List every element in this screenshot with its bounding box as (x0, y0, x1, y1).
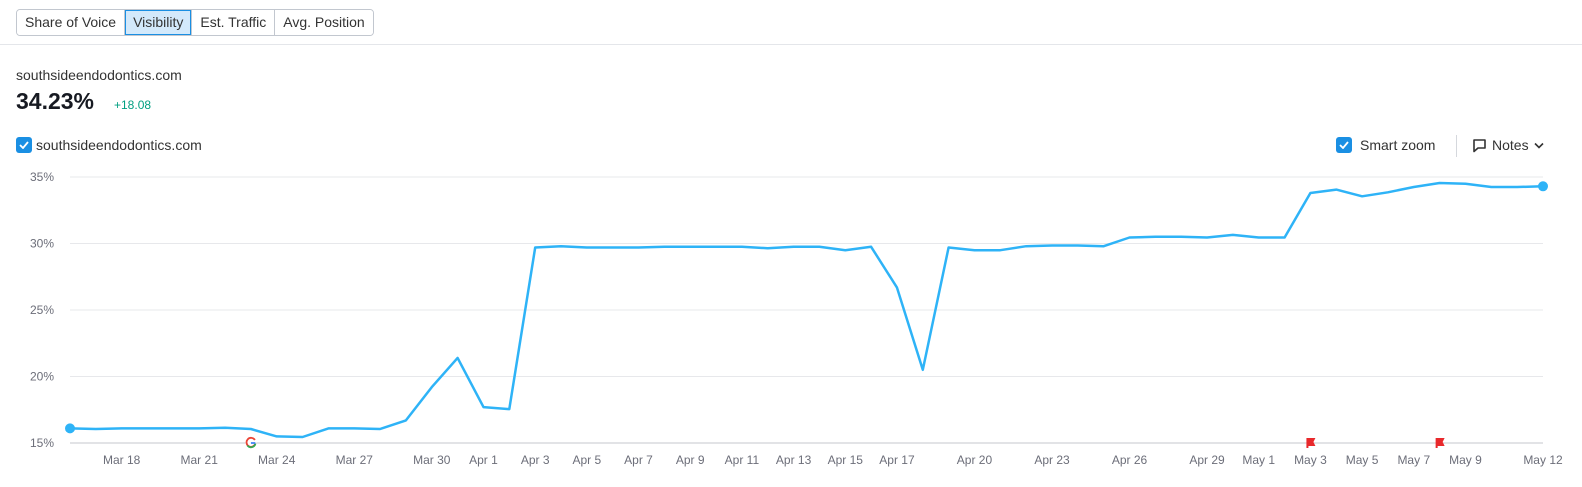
smart-zoom-label: Smart zoom (1360, 137, 1435, 153)
smart-zoom-checkbox[interactable] (1336, 137, 1352, 153)
legend-label: southsideendodontics.com (36, 137, 202, 153)
check-icon (1339, 141, 1349, 149)
x-tick-label: Apr 13 (776, 453, 812, 467)
chevron-down-icon (1534, 142, 1544, 149)
y-tick-label: 30% (30, 237, 54, 251)
series-end-dot (1538, 181, 1548, 191)
controls-separator (1456, 135, 1457, 157)
x-tick-label: Apr 11 (725, 453, 760, 467)
x-tick-label: Apr 26 (1112, 453, 1148, 467)
google-update-icon[interactable] (245, 438, 256, 449)
x-tick-label: Apr 5 (572, 453, 601, 467)
x-tick-label: Mar 21 (181, 453, 219, 467)
x-tick-label: Mar 18 (103, 453, 141, 467)
x-tick-label: Mar 30 (413, 453, 451, 467)
metric-tabs: Share of Voice Visibility Est. Traffic Avg.… (16, 9, 374, 36)
series-start-dot (65, 423, 75, 433)
x-tick-label: Apr 1 (469, 453, 498, 467)
x-tick-label: Apr 7 (624, 453, 653, 467)
x-tick-label: May 3 (1294, 453, 1327, 467)
x-tick-label: Apr 17 (879, 453, 915, 467)
tab-avg-position[interactable]: Avg. Position (275, 10, 372, 35)
y-tick-label: 25% (30, 303, 54, 317)
x-tick-label: May 9 (1449, 453, 1482, 467)
domain-name: southsideendodontics.com (16, 67, 182, 83)
x-tick-label: Apr 3 (521, 453, 550, 467)
check-icon (19, 141, 29, 149)
notes-dropdown[interactable]: Notes (1472, 137, 1544, 153)
x-tick-label: May 5 (1346, 453, 1379, 467)
tab-visibility[interactable]: Visibility (125, 10, 192, 35)
visibility-chart[interactable]: 15% 20% 25% 30% 35% Mar 18 Mar 21 Mar 24 Mar 27 M… (0, 160, 1582, 487)
x-tick-label: Apr 29 (1189, 453, 1225, 467)
smart-zoom-toggle[interactable]: Smart zoom (1336, 137, 1435, 153)
x-tick-label: Apr 23 (1034, 453, 1070, 467)
visibility-change: +18.08 (114, 98, 151, 112)
y-tick-label: 35% (30, 170, 54, 184)
legend-checkbox[interactable] (16, 137, 32, 153)
x-tick-label: May 12 (1523, 453, 1563, 467)
x-tick-label: May 1 (1242, 453, 1275, 467)
tab-est-traffic[interactable]: Est. Traffic (192, 10, 275, 35)
x-tick-label: May 7 (1397, 453, 1430, 467)
y-tick-label: 15% (30, 436, 54, 450)
x-tick-label: Apr 20 (957, 453, 993, 467)
notes-label: Notes (1492, 137, 1529, 153)
visibility-value: 34.23% (16, 88, 94, 115)
x-tick-label: Mar 24 (258, 453, 296, 467)
x-tick-label: Apr 9 (676, 453, 705, 467)
tab-share-of-voice[interactable]: Share of Voice (17, 10, 125, 35)
x-tick-label: Mar 27 (336, 453, 374, 467)
header-divider (0, 44, 1582, 45)
y-tick-label: 20% (30, 370, 54, 384)
x-tick-label: Apr 15 (828, 453, 864, 467)
note-icon (1472, 138, 1487, 153)
legend-toggle[interactable]: southsideendodontics.com (16, 137, 202, 153)
